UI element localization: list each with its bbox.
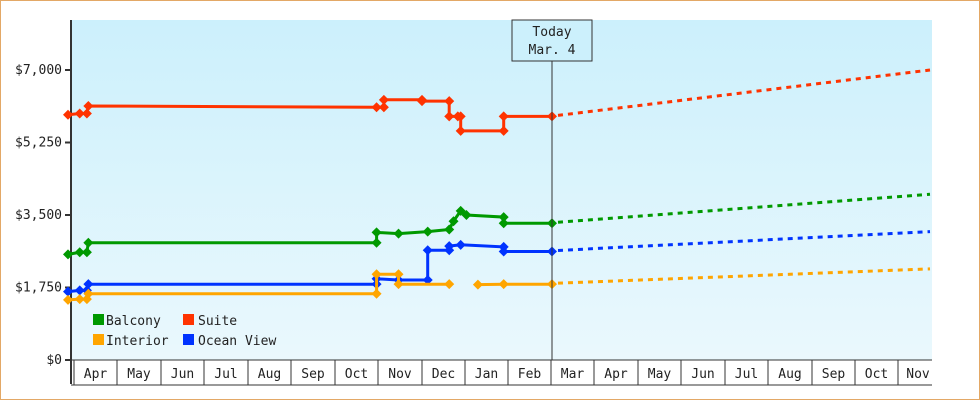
data-point-marker[interactable] (83, 101, 94, 112)
y-tick-label: $1,750 (15, 281, 62, 296)
data-point-marker[interactable] (83, 288, 94, 299)
plot-area (71, 20, 932, 360)
x-tick-label: Mar (561, 367, 585, 382)
data-point-marker[interactable] (444, 279, 455, 290)
data-point-marker[interactable] (393, 269, 404, 280)
x-tick-label: Feb (518, 367, 542, 382)
x-tick-label: Aug (258, 367, 281, 382)
x-tick-label: Sep (822, 367, 846, 382)
data-point-marker[interactable] (83, 279, 94, 290)
data-point-marker[interactable] (63, 286, 73, 297)
today-label: Today (532, 25, 571, 40)
series-suite (63, 68, 931, 136)
x-tick-label: Jul (214, 367, 237, 382)
x-tick-label: Jan (475, 367, 498, 382)
x-tick-label: Oct (345, 367, 368, 382)
data-point-marker[interactable] (74, 247, 85, 258)
x-tick-label: Jun (171, 367, 194, 382)
series-balcony (63, 192, 931, 260)
forecast-line (557, 68, 931, 117)
legend-swatch-suite (183, 314, 194, 325)
data-point-marker[interactable] (74, 108, 85, 119)
data-point-marker[interactable] (444, 96, 455, 107)
x-tick-label: May (127, 367, 151, 382)
forecast-line (557, 267, 931, 285)
data-point-marker[interactable] (498, 218, 509, 229)
data-point-marker[interactable] (81, 108, 92, 119)
data-point-marker[interactable] (498, 212, 509, 223)
data-point-marker[interactable] (63, 294, 73, 305)
y-tick-label: $0 (46, 353, 62, 368)
data-point-marker[interactable] (422, 245, 433, 256)
x-tick-label: Jun (691, 367, 714, 382)
data-point-marker[interactable] (455, 125, 466, 136)
data-point-marker[interactable] (81, 247, 92, 258)
legend-label-balcony: Balcony (106, 314, 161, 329)
data-point-marker[interactable] (444, 111, 455, 122)
data-point-marker[interactable] (371, 237, 382, 248)
data-point-marker[interactable] (74, 294, 85, 305)
data-point-marker[interactable] (448, 216, 459, 227)
data-point-marker[interactable] (417, 96, 427, 107)
series-lines (63, 68, 931, 305)
data-point-marker[interactable] (444, 241, 455, 252)
today-date: Mar. 4 (529, 43, 576, 58)
x-tick-label: Nov (906, 367, 930, 382)
x-tick-label: May (648, 367, 672, 382)
data-point-marker[interactable] (74, 285, 85, 296)
x-axis: Apr May Jun Jul Aug Sep Oct Nov Dec Jan Feb Mar Apr M… (71, 359, 932, 386)
y-tick-label: $5,250 (15, 136, 62, 151)
x-tick-label: Oct (865, 367, 888, 382)
data-point-marker[interactable] (378, 102, 389, 113)
x-tick-label: Sep (301, 367, 325, 382)
forecast-line (557, 192, 931, 224)
data-point-marker[interactable] (422, 275, 433, 286)
data-point-marker[interactable] (455, 239, 466, 250)
data-point-marker[interactable] (371, 227, 382, 238)
data-point-marker[interactable] (498, 111, 509, 122)
data-point-marker[interactable] (63, 109, 73, 120)
legend-swatch-interior (93, 334, 104, 345)
data-point-marker[interactable] (371, 288, 382, 299)
legend: Balcony Suite Interior Ocean View (93, 314, 276, 349)
x-tick-label: Apr (604, 367, 628, 382)
data-point-marker[interactable] (498, 125, 509, 136)
x-tick-label: Apr (84, 367, 108, 382)
data-point-marker[interactable] (378, 94, 389, 105)
data-point-marker[interactable] (444, 224, 455, 235)
data-point-marker[interactable] (393, 279, 404, 290)
data-point-marker[interactable] (83, 237, 94, 248)
legend-label-ocean-view: Ocean View (198, 334, 276, 349)
y-tick-label: $3,500 (15, 208, 62, 223)
legend-label-interior: Interior (106, 334, 169, 349)
x-tick-label: Jul (735, 367, 758, 382)
data-point-marker[interactable] (63, 249, 73, 260)
data-point-marker[interactable] (371, 269, 382, 280)
legend-swatch-ocean-view (183, 334, 194, 345)
data-point-marker[interactable] (498, 246, 509, 257)
data-point-marker[interactable] (371, 102, 382, 113)
data-point-marker[interactable] (461, 210, 472, 220)
forecast-line (557, 230, 931, 252)
data-point-marker[interactable] (472, 279, 483, 290)
data-point-marker[interactable] (422, 226, 433, 237)
x-tick-label: Aug (778, 367, 801, 382)
data-point-marker[interactable] (455, 111, 466, 122)
x-tick-label: Dec (432, 367, 455, 382)
today-marker: Today Mar. 4 (511, 19, 593, 360)
legend-label-suite: Suite (198, 314, 237, 329)
y-axis: $0 $1,750 $3,500 $5,250 $7,000 (15, 20, 72, 384)
data-point-marker[interactable] (498, 279, 509, 290)
y-tick-label: $7,000 (15, 63, 62, 78)
legend-swatch-balcony (93, 314, 104, 325)
x-tick-label: Nov (388, 367, 412, 382)
series-interior (63, 267, 931, 305)
data-point-marker[interactable] (393, 228, 404, 239)
